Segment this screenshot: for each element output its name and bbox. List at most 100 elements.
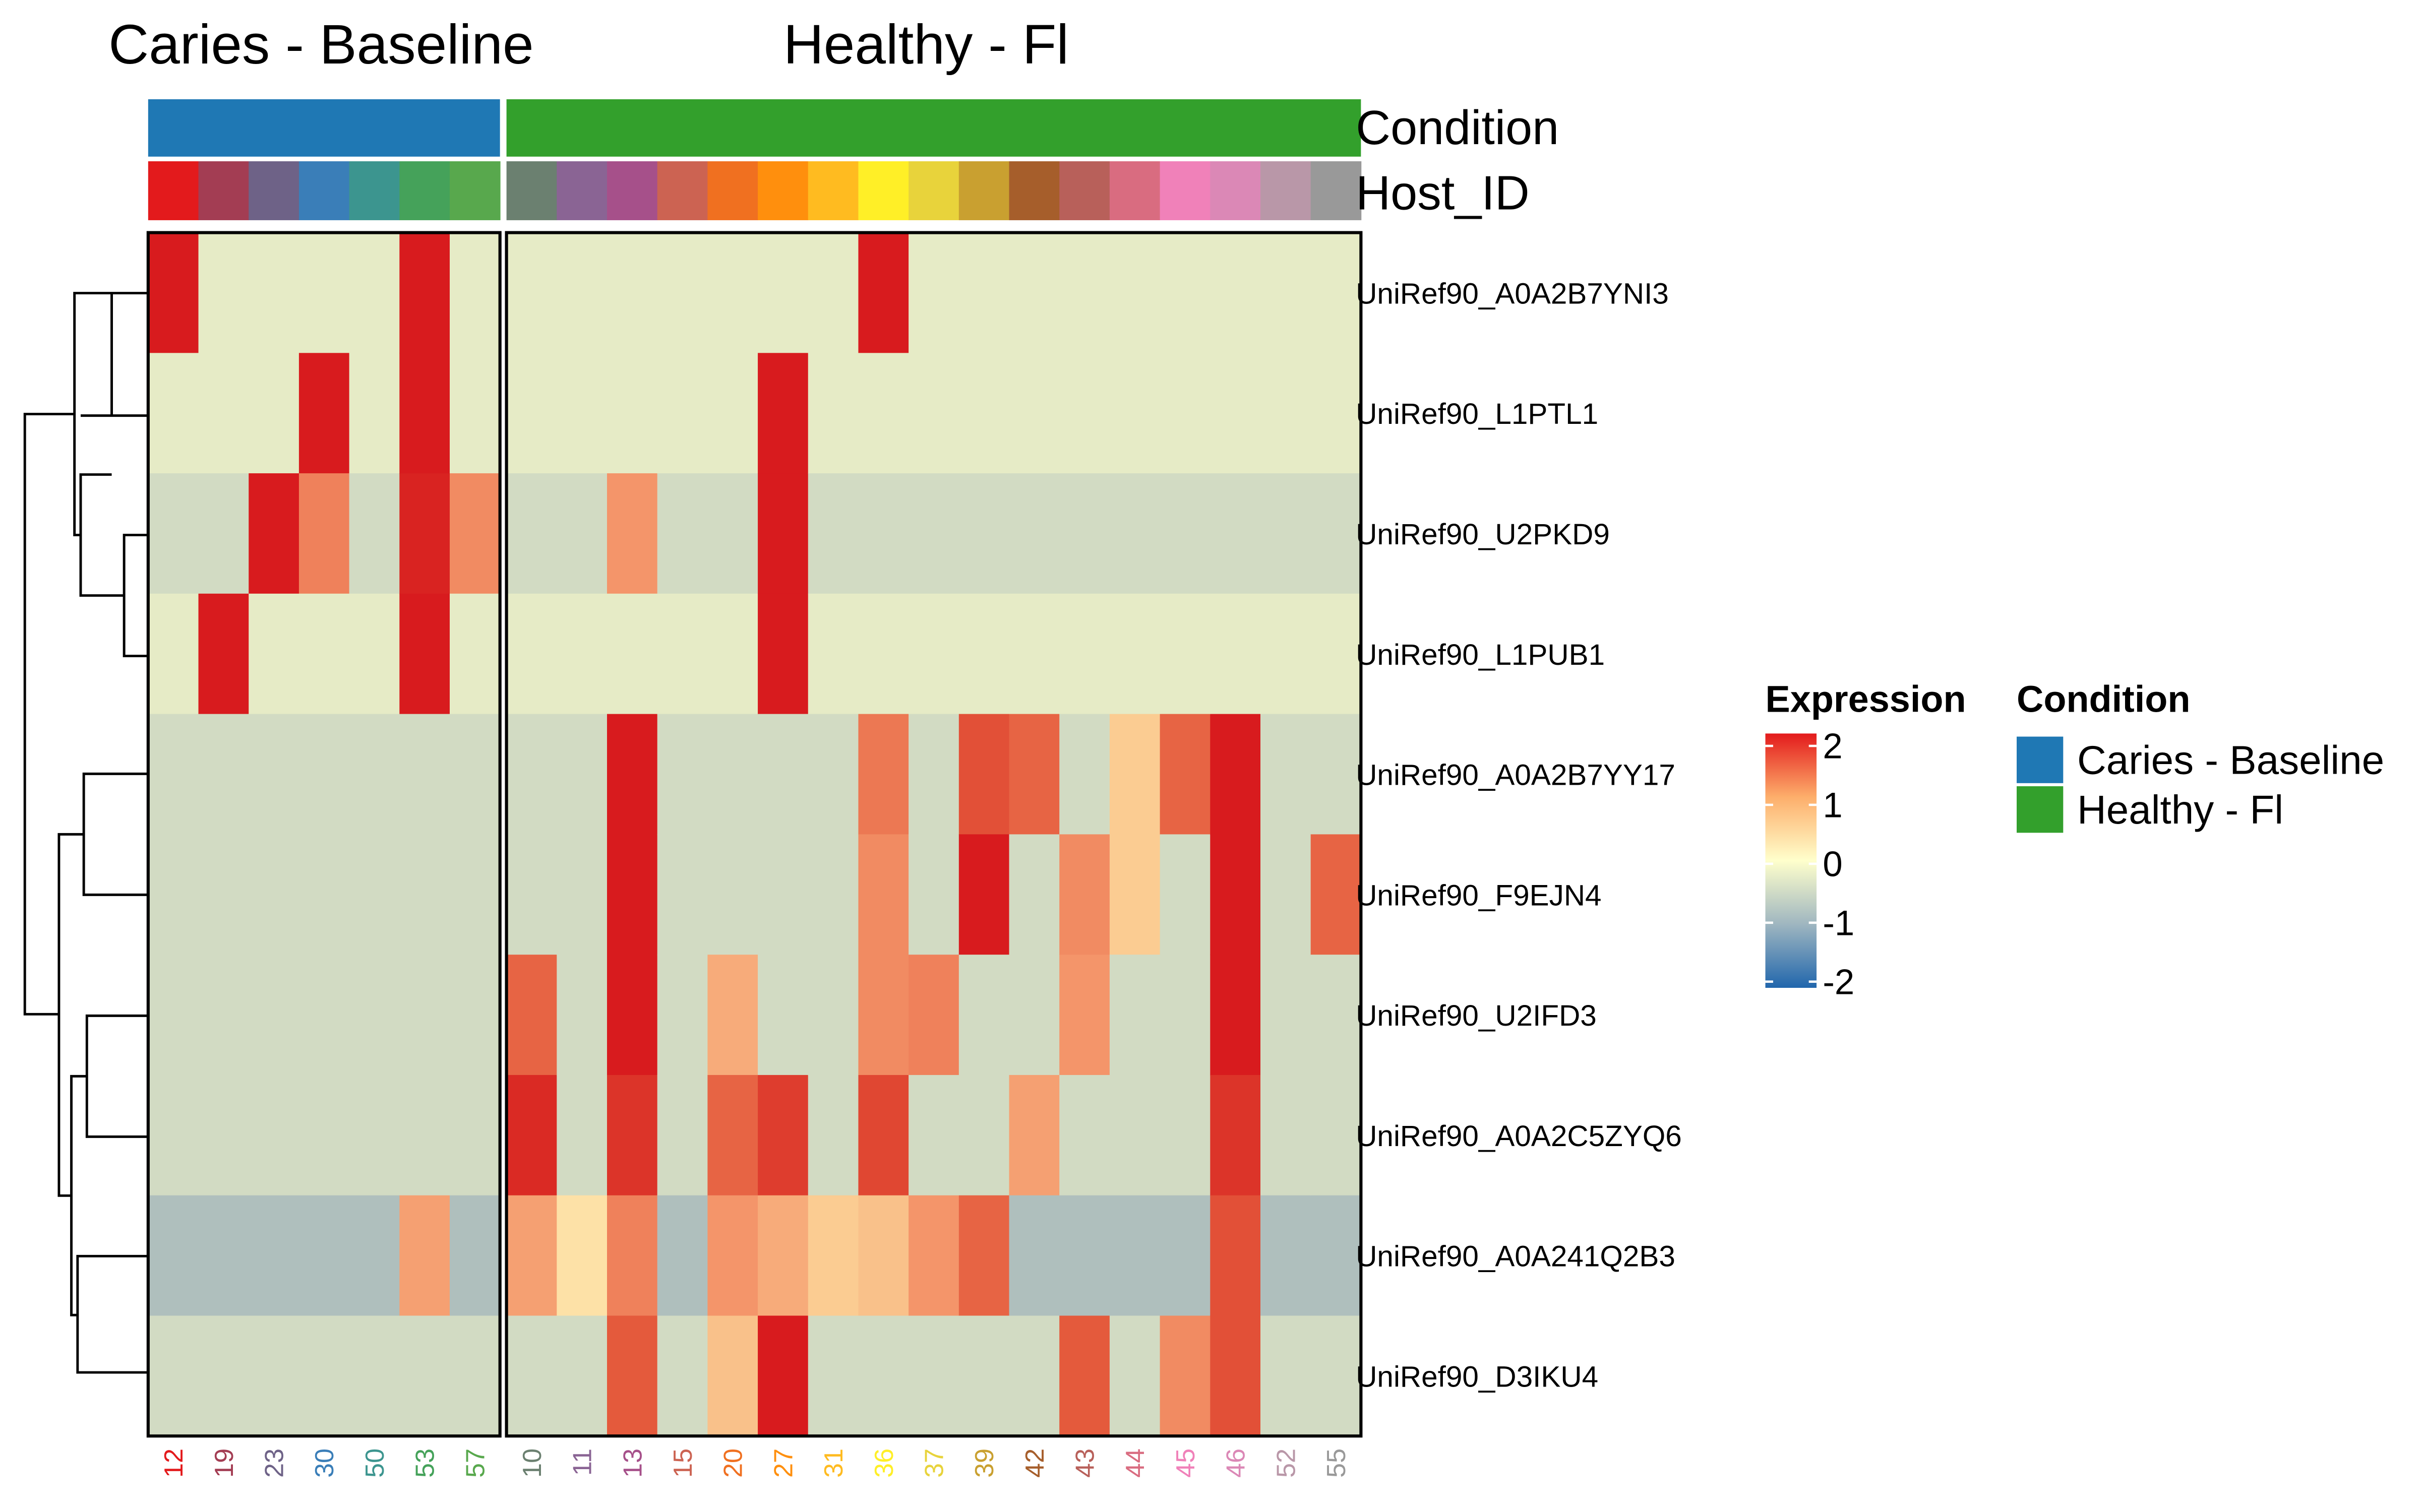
heatmap-cell (1160, 593, 1211, 715)
heatmap-cell (808, 834, 859, 956)
heatmap-cell (249, 1195, 299, 1316)
heatmap-cell (148, 1195, 199, 1316)
column-label: 23 (260, 1448, 289, 1478)
heatmap-cell (557, 955, 608, 1076)
heatmap-cell (758, 353, 809, 474)
heatmap-cell (148, 232, 199, 354)
condition-legend-label: Healthy - Fl (2077, 787, 2283, 832)
heatmap-cell (349, 834, 400, 956)
heatmap-cell (1109, 834, 1161, 956)
heatmap-cell (858, 473, 910, 594)
expression-tick-label: -1 (1823, 903, 1854, 942)
heatmap-cell (506, 1075, 558, 1196)
heatmap-cell (198, 353, 250, 474)
expression-tick-label: 0 (1823, 844, 1842, 884)
heatmap-cell (657, 834, 708, 956)
heatmap-cell (657, 955, 708, 1076)
heatmap-cell (808, 473, 859, 594)
heatmap-cell (148, 1315, 199, 1437)
heatmap-cell (607, 1075, 658, 1196)
heatmap-cell (1059, 834, 1110, 956)
heatmap-cell (399, 353, 450, 474)
host-id-cell (349, 161, 400, 220)
heatmap-cell (657, 473, 708, 594)
heatmap-cell (909, 714, 959, 835)
column-label: 30 (310, 1448, 339, 1478)
heatmap-cell (808, 1075, 859, 1196)
heatmap-cell (198, 1195, 250, 1316)
heatmap-cell (657, 353, 708, 474)
heatmap-cell (1109, 1195, 1161, 1316)
heatmap-cell (1210, 714, 1261, 835)
annotation-labels: Condition Host_ID (1356, 101, 1559, 220)
heatmap-cell (506, 593, 558, 715)
heatmap-cell (249, 1315, 299, 1437)
heatmap-cell (909, 232, 959, 354)
heatmap-cell (298, 1315, 350, 1437)
heatmap-cell (1260, 1195, 1311, 1316)
row-label: UniRef90_D3IKU4 (1356, 1360, 1598, 1393)
column-label: 39 (970, 1448, 999, 1478)
row-label: UniRef90_F9EJN4 (1356, 879, 1601, 912)
row-label: UniRef90_A0A241Q2B3 (1356, 1240, 1675, 1273)
panel-frames (146, 231, 1363, 1438)
heatmap-cell (607, 714, 658, 835)
heatmap-cell (858, 1315, 910, 1437)
heatmap-cell (1009, 593, 1060, 715)
heatmap-cell (198, 955, 250, 1076)
column-label: 10 (518, 1448, 547, 1478)
heatmap-cell (1260, 353, 1311, 474)
host-id-cell (148, 161, 199, 220)
heatmap-cell (1260, 834, 1311, 956)
heatmap-cell (958, 232, 1010, 354)
heatmap-cell (808, 232, 859, 354)
heatmap-cell (808, 1315, 859, 1437)
heatmap-cell (450, 1315, 501, 1437)
heatmap-cell (298, 1075, 350, 1196)
column-label: 57 (461, 1448, 490, 1478)
heatmap-cell (607, 1315, 658, 1437)
heatmap-cell (349, 593, 400, 715)
heatmap-cell (808, 593, 859, 715)
heatmap-cell (506, 1195, 558, 1316)
heatmap-cell (249, 593, 299, 715)
host-id-cell (450, 161, 501, 220)
heatmap-cell (298, 473, 350, 594)
column-label: 45 (1171, 1448, 1200, 1478)
heatmap-cell (607, 1195, 658, 1316)
host-id-cell (1109, 161, 1161, 220)
row-label: UniRef90_U2PKD9 (1356, 518, 1610, 551)
heatmap-cell (1109, 714, 1161, 835)
heatmap-cell (909, 593, 959, 715)
heatmap-cell (450, 353, 501, 474)
host-id-cell (298, 161, 350, 220)
heatmap-cell (1059, 232, 1110, 354)
heatmap-cell (1310, 473, 1362, 594)
host-id-cell (557, 161, 608, 220)
heatmap-cell (1310, 232, 1362, 354)
heatmap-cell (958, 1075, 1010, 1196)
heatmap-cell (1160, 1195, 1211, 1316)
heatmap-cell (607, 955, 658, 1076)
heatmap-cell (1260, 1075, 1311, 1196)
heatmap-cell (557, 714, 608, 835)
heatmap-cell (450, 232, 501, 354)
heatmap-cell (858, 714, 910, 835)
heatmap-cell (909, 834, 959, 956)
heatmap-cell (607, 473, 658, 594)
panel-frame (505, 231, 1363, 1438)
heatmap-cell (1009, 955, 1060, 1076)
heatmap-cell (1310, 955, 1362, 1076)
heatmap-cell (1260, 473, 1311, 594)
heatmap-cell (1059, 1315, 1110, 1437)
row-label: UniRef90_A0A2B7YY17 (1356, 759, 1675, 792)
heatmap-cell (1160, 955, 1211, 1076)
heatmap-cell (198, 714, 250, 835)
heatmap-cell (657, 714, 708, 835)
row-label: UniRef90_A0A2B7YNI3 (1356, 277, 1669, 310)
heatmap-cell (1109, 1315, 1161, 1437)
heatmap-cell (349, 1075, 400, 1196)
heatmap-cell (349, 714, 400, 835)
heatmap-cell (148, 714, 199, 835)
heatmap-cell (249, 353, 299, 474)
